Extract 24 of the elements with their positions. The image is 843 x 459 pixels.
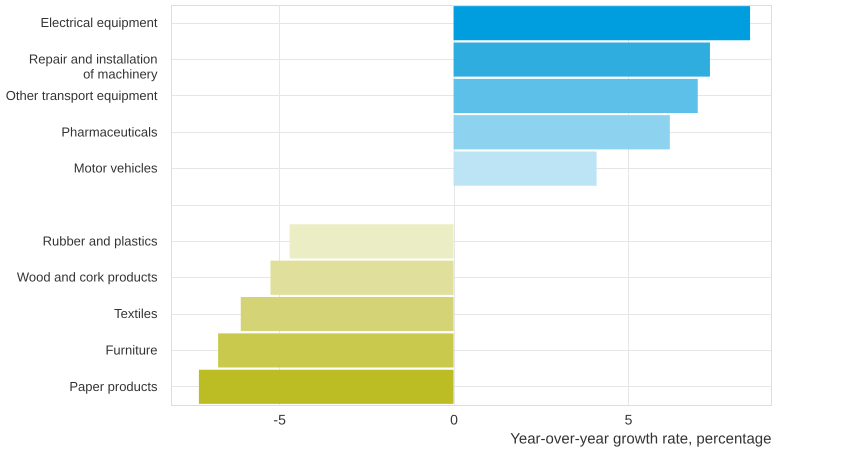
y-tick-label: Rubber and plastics (42, 233, 158, 248)
bar (454, 78, 698, 113)
y-tick-label: Wood and cork products (16, 270, 158, 285)
y-tick-label: Motor vehicles (74, 160, 158, 176)
bar (218, 333, 454, 368)
bar (270, 260, 454, 295)
x-tick-label: 5 (624, 412, 633, 428)
bar (454, 6, 750, 40)
bar (290, 224, 454, 258)
x-tick-label: 0 (450, 412, 458, 428)
bar (454, 115, 670, 150)
y-tick-label: Pharmaceuticals (61, 124, 158, 140)
x-tick-label: -5 (273, 412, 286, 428)
y-tick-label: Paper products (69, 378, 158, 394)
y-tick-label: Furniture (105, 342, 158, 358)
bar (454, 152, 597, 186)
y-tick-label: Electrical equipment (40, 15, 158, 30)
y-tick-label: Textiles (114, 306, 158, 322)
x-axis-title: Year-over-year growth rate, percentage (510, 430, 772, 448)
y-tick-label: Repair and installation of machinery (28, 52, 158, 82)
bar (240, 297, 454, 332)
bar (198, 370, 454, 404)
bar (454, 42, 710, 77)
y-tick-label: Other transport equipment (6, 88, 158, 103)
